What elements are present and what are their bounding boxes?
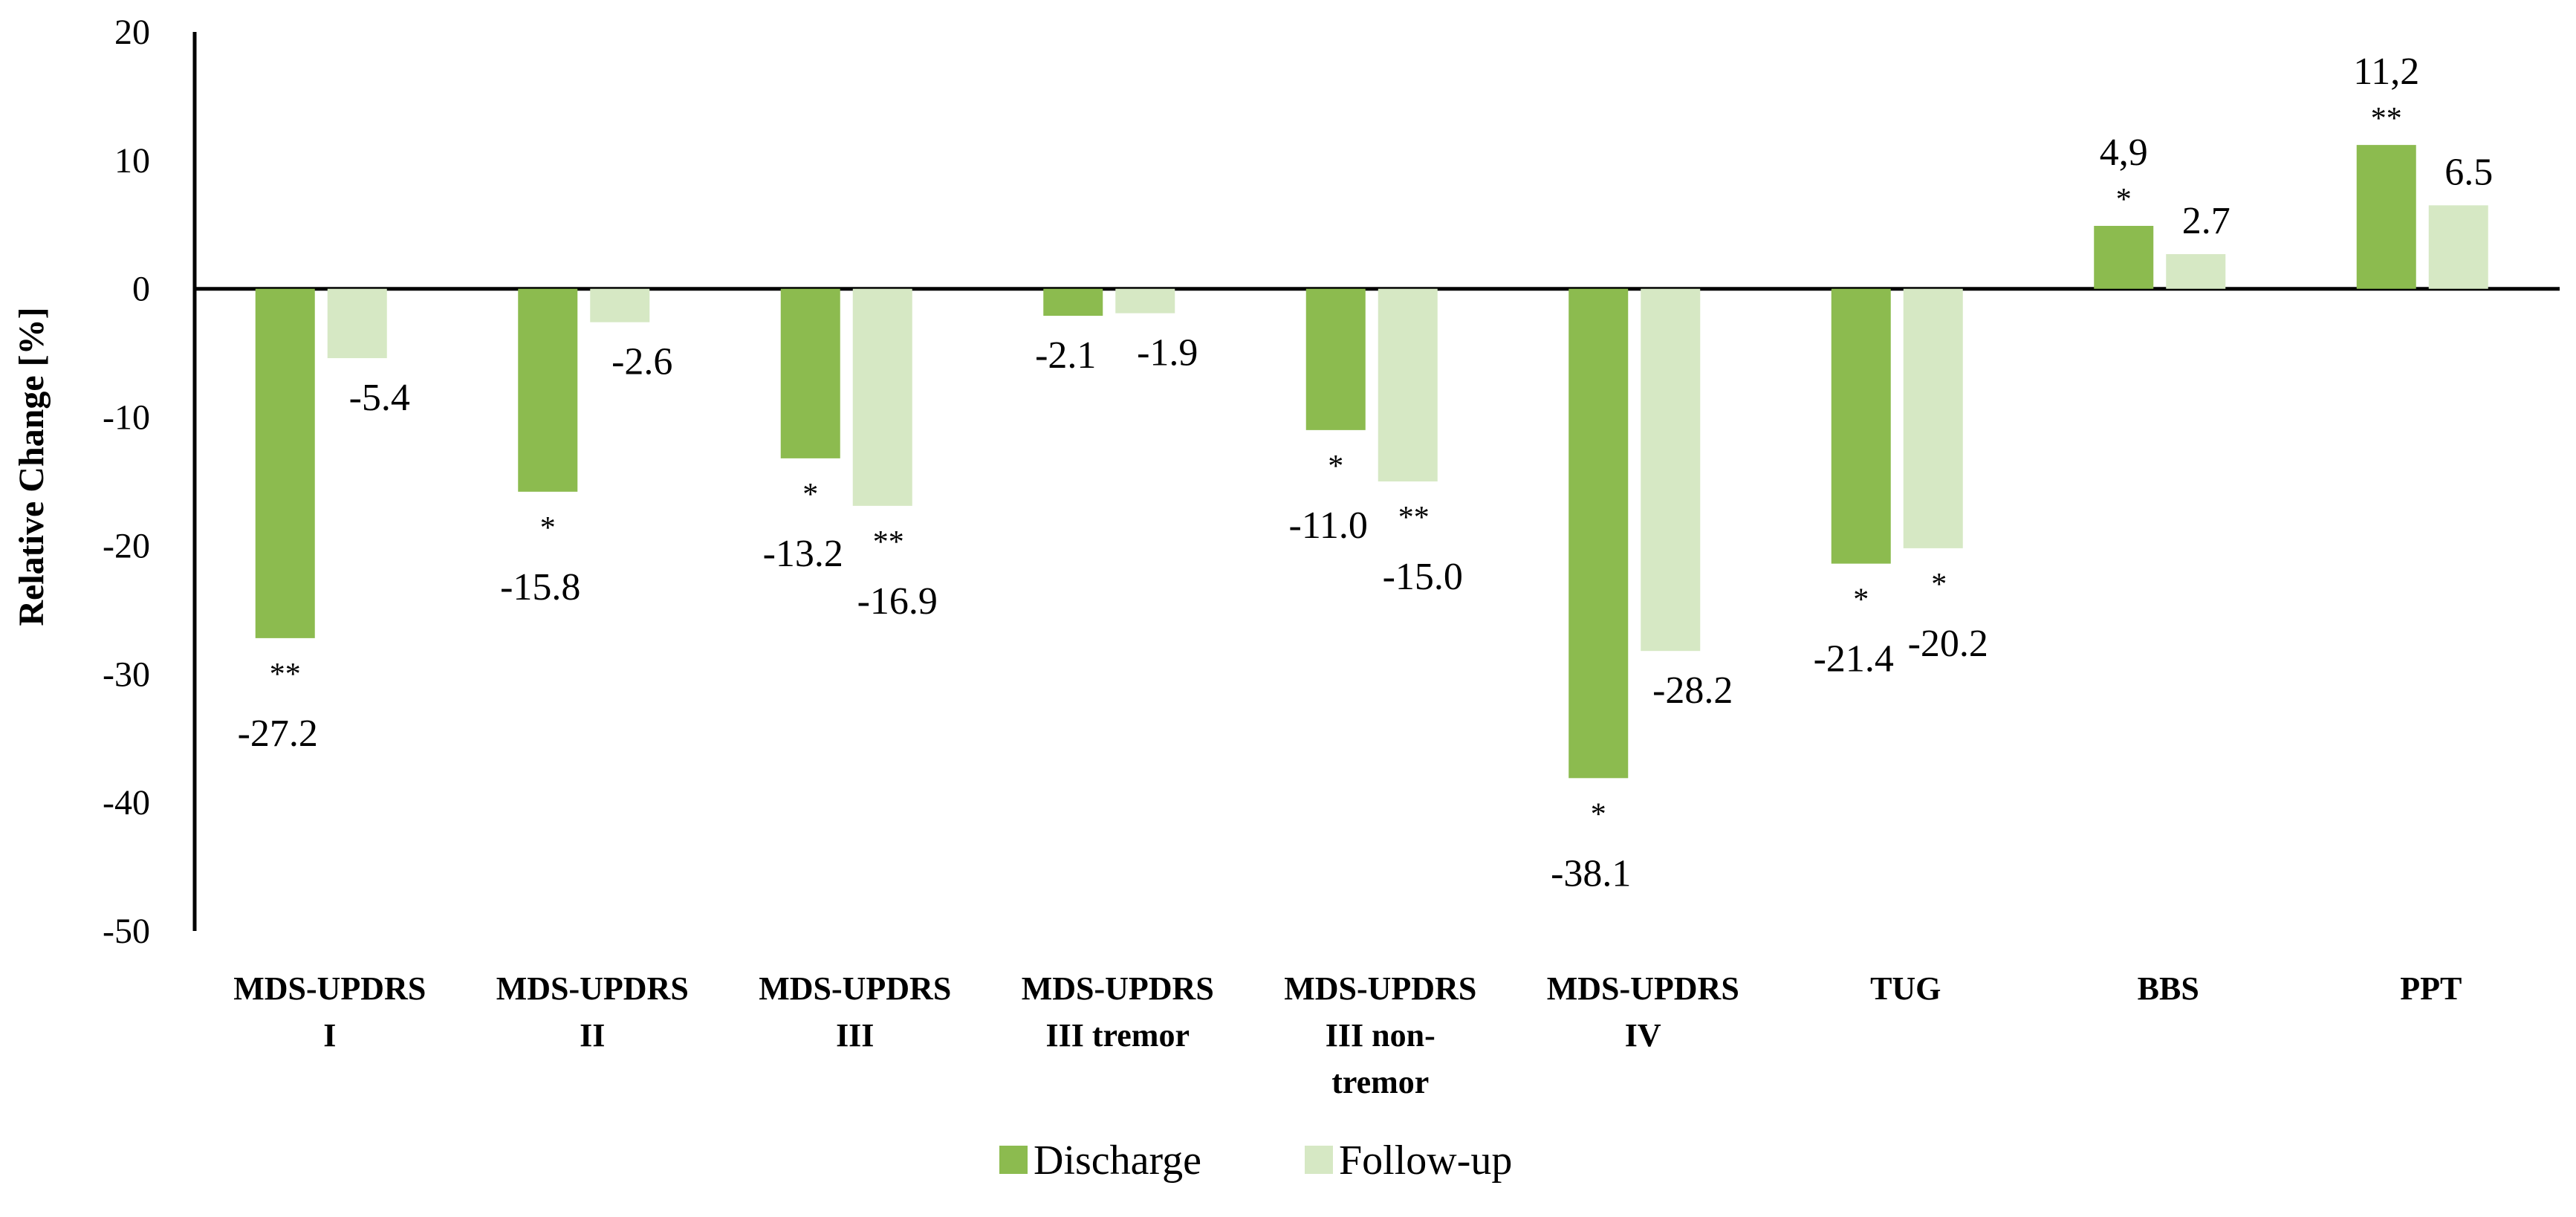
bar-discharge-1 — [518, 288, 578, 492]
data-label: 6.5 — [2444, 151, 2493, 193]
data-label: -5.4 — [349, 377, 410, 419]
category-label: I — [323, 1017, 336, 1054]
legend-label: Follow-up — [1339, 1138, 1512, 1184]
bar-discharge-7 — [2094, 226, 2154, 289]
significance-marker: * — [2116, 183, 2132, 217]
data-label: -2.6 — [611, 341, 672, 383]
legend-label: Discharge — [1034, 1138, 1201, 1184]
significance-marker: ** — [873, 525, 904, 559]
labels-group: **-27.2*-15.8*-13.2-2.1*-11.0*-38.1*-21.… — [233, 51, 2493, 1100]
bar-discharge-6 — [1831, 288, 1891, 564]
category-label: BBS — [2138, 970, 2199, 1007]
category-label: III — [836, 1017, 874, 1054]
significance-marker: ** — [270, 658, 301, 692]
data-label: -1.9 — [1137, 332, 1198, 374]
category-label: MDS-UPDRS — [1284, 970, 1476, 1007]
data-label: -11.0 — [1289, 504, 1368, 547]
legend-swatch — [1305, 1146, 1333, 1174]
category-label: III tremor — [1046, 1017, 1190, 1054]
bar-discharge-3 — [1043, 288, 1103, 317]
bar-follow-up-4 — [1378, 288, 1438, 481]
data-label: -13.2 — [763, 533, 843, 575]
data-label: -15.8 — [500, 566, 580, 608]
bar-discharge-4 — [1305, 288, 1366, 430]
data-label: -16.9 — [857, 580, 938, 623]
category-label: MDS-UPDRS — [496, 970, 689, 1007]
significance-marker: ** — [2371, 102, 2402, 136]
data-label: -15.0 — [1383, 556, 1463, 598]
data-label: -27.2 — [238, 713, 318, 755]
y-axis-label: Relative Change [%] — [12, 307, 51, 626]
significance-marker: * — [540, 511, 556, 545]
significance-marker: * — [1328, 450, 1343, 484]
category-label: IV — [1625, 1017, 1661, 1054]
category-label: PPT — [2400, 970, 2462, 1007]
category-label: MDS-UPDRS — [1022, 970, 1214, 1007]
bar-follow-up-1 — [590, 288, 650, 322]
bar-discharge-2 — [780, 288, 840, 458]
legend: Discharge Follow-up — [999, 1138, 1512, 1184]
bar-follow-up-3 — [1115, 288, 1175, 314]
category-label: MDS-UPDRS — [233, 970, 426, 1007]
y-tick-label: 10 — [114, 141, 150, 181]
bar-discharge-8 — [2356, 145, 2416, 289]
bar-follow-up-5 — [1641, 288, 1701, 652]
bar-follow-up-0 — [327, 288, 387, 359]
bar-follow-up-8 — [2428, 205, 2488, 289]
category-label: tremor — [1331, 1064, 1429, 1100]
bar-follow-up-2 — [852, 288, 912, 506]
y-tick-label: -50 — [103, 912, 150, 951]
category-label: MDS-UPDRS — [759, 970, 951, 1007]
significance-marker: ** — [1398, 501, 1430, 535]
category-label: III non- — [1326, 1017, 1435, 1054]
axes-group: 20 10 0 -10 -20 -30 -40 -50 Relative Change [%] — [12, 13, 2560, 951]
y-tick-label: -20 — [103, 526, 150, 565]
y-tick-label: 20 — [114, 13, 150, 52]
data-label: -28.2 — [1652, 669, 1733, 712]
category-label: TUG — [1870, 970, 1941, 1007]
significance-marker: * — [1931, 568, 1947, 602]
data-label: 2.7 — [2182, 200, 2231, 242]
bars-group — [255, 145, 2488, 779]
legend-swatch — [999, 1146, 1028, 1174]
data-label: -2.1 — [1035, 334, 1096, 377]
data-label: -20.2 — [1908, 623, 1988, 665]
bar-discharge-5 — [1568, 288, 1629, 779]
y-tick-label: -10 — [103, 398, 150, 438]
significance-marker: * — [1591, 797, 1606, 831]
significance-marker: * — [802, 478, 818, 512]
significance-marker: * — [1853, 583, 1869, 617]
category-label: II — [580, 1017, 605, 1054]
data-label: -21.4 — [1814, 638, 1894, 681]
data-label: 11,2 — [2353, 51, 2419, 93]
y-tick-label: 0 — [132, 270, 150, 309]
category-label: MDS-UPDRS — [1547, 970, 1739, 1007]
y-tick-label: -40 — [103, 783, 150, 822]
bar-follow-up-7 — [2166, 254, 2226, 289]
data-label: 4,9 — [2100, 132, 2148, 174]
bar-follow-up-6 — [1903, 288, 1963, 548]
bar-discharge-0 — [255, 288, 315, 638]
y-tick-label: -30 — [103, 655, 150, 694]
data-label: -38.1 — [1551, 852, 1631, 895]
